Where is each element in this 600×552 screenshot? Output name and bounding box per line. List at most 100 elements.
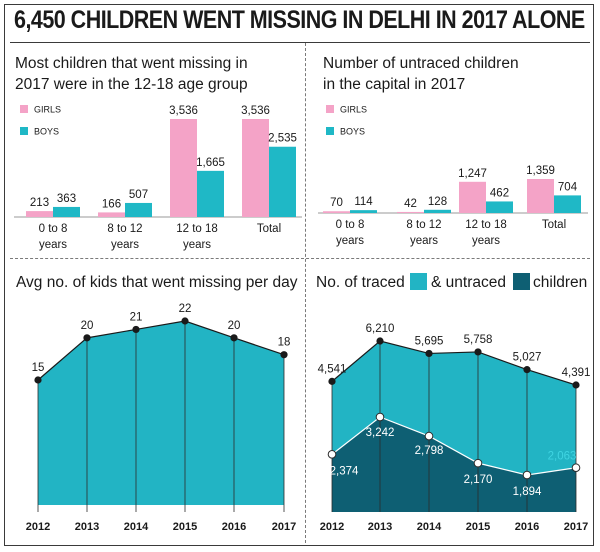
chart0-bar-boys — [269, 146, 296, 217]
chart0-legend-swatch — [20, 105, 28, 113]
chart2-data-label: 15 — [32, 362, 45, 374]
chart3-point-untraced — [327, 450, 337, 459]
chart1-title-line: Number of untraced children — [323, 55, 519, 72]
chart1-bar-girls — [527, 179, 554, 213]
panel-divider-horizontal — [10, 258, 590, 259]
chart0-data-label: 3,536 — [241, 105, 270, 117]
chart1-category-label: years — [336, 235, 364, 247]
chart3-data-label-traced: 5,027 — [513, 352, 542, 364]
chart1-bar-girls — [397, 211, 424, 213]
chart3-line-traced — [331, 340, 577, 386]
chart1-bar-boys — [486, 201, 513, 213]
chart1-category-label: years — [410, 235, 438, 247]
chart2-data-label: 22 — [179, 303, 192, 315]
chart3-year-tick: 2015 — [466, 521, 490, 533]
chart3-title-part: No. of traced — [316, 274, 405, 291]
chart0-title-line: 2017 were in the 12-18 age group — [15, 76, 248, 93]
chart3-data-label-untraced: 1,894 — [513, 486, 542, 498]
chart0-bar-boys — [197, 170, 224, 217]
chart2-year-tick: 2016 — [222, 521, 246, 533]
chart3-year-tick: 2014 — [417, 521, 442, 533]
chart2-point — [230, 334, 238, 342]
chart0-legend-swatch — [20, 127, 28, 135]
chart1-category-label: 12 to 18 — [465, 219, 507, 231]
chart2-point — [83, 334, 91, 342]
chart0-category-label: 12 to 18 — [176, 223, 218, 235]
chart0-category-label: years — [183, 239, 211, 251]
chart3-legend-swatch-untraced — [513, 273, 530, 290]
chart2-area — [38, 321, 284, 505]
chart1-bar-girls — [459, 181, 486, 213]
chart2-year-tick: 2013 — [75, 521, 99, 533]
chart1-category-label: years — [472, 235, 500, 247]
chart3-point-untraced — [424, 431, 434, 441]
chart2-year-tick: 2015 — [173, 521, 197, 533]
chart2-point — [34, 376, 42, 384]
chart3-title-part: children — [533, 274, 587, 291]
chart1-data-label: 42 — [404, 198, 417, 210]
chart3-point-untraced — [473, 458, 483, 468]
chart0-legend-label: GIRLS — [34, 105, 61, 115]
chart0-category-label: Total — [257, 223, 281, 235]
chart3-point-traced — [572, 381, 580, 389]
chart1-bar-boys — [424, 209, 451, 213]
chart3-point-untraced — [375, 412, 385, 422]
chart1-category-label: 8 to 12 — [406, 219, 441, 231]
headline: 6,450 CHILDREN WENT MISSING IN DELHI IN … — [14, 6, 585, 34]
chart0-title-line: Most children that went missing in — [15, 55, 248, 72]
chart0-data-label: 2,535 — [268, 133, 297, 145]
chart0-bar-girls — [242, 119, 269, 217]
chart0-data-label: 213 — [30, 197, 49, 209]
chart3-legend-swatch-traced — [410, 273, 427, 290]
chart1-data-label: 462 — [490, 187, 509, 199]
chart0-data-label: 1,665 — [196, 157, 225, 169]
chart1-data-label: 128 — [428, 196, 447, 208]
chart2-year-tick: 2012 — [26, 521, 50, 533]
chart0-category-label: years — [111, 239, 139, 251]
chart1-bar-boys — [350, 210, 377, 213]
chart1-category-label: 0 to 8 — [336, 219, 365, 231]
chart2-point — [132, 325, 140, 334]
chart3-point-traced — [328, 377, 336, 385]
chart3-year-tick: 2017 — [564, 521, 588, 533]
chart0-bar-girls — [26, 211, 53, 217]
chart3-data-label-untraced: 2,063 — [548, 451, 577, 463]
chart1-legend-label: GIRLS — [340, 105, 367, 115]
chart0-data-label: 507 — [129, 189, 148, 201]
chart3-point-untraced — [571, 463, 581, 473]
chart1-data-label: 1,247 — [458, 168, 487, 180]
chart1-data-label: 704 — [558, 181, 578, 193]
chart2-line — [37, 320, 285, 381]
panel-divider-vertical — [305, 43, 306, 543]
chart0-category-label: 0 to 8 — [39, 223, 68, 235]
chart0-data-label: 166 — [102, 198, 121, 210]
chart2-year-tick: 2017 — [272, 521, 296, 533]
chart3-data-label-untraced: 3,242 — [366, 427, 395, 439]
chart1-legend-label: BOYS — [340, 127, 365, 137]
chart0-bar-girls — [170, 119, 197, 217]
chart3-point-traced — [425, 349, 433, 358]
chart3-data-label-untraced: 2,374 — [330, 465, 359, 477]
chart1-category-label: Total — [542, 219, 566, 231]
chart2-year-tick: 2014 — [124, 521, 149, 533]
chart3-point-traced — [376, 337, 384, 345]
chart3-title-part: & untraced — [431, 274, 506, 291]
chart1-data-label: 70 — [330, 197, 343, 209]
chart1-bar-boys — [554, 195, 581, 213]
chart3-point-traced — [523, 366, 531, 374]
chart3-point-untraced — [522, 470, 532, 480]
chart3-data-label-untraced: 2,170 — [464, 474, 493, 486]
chart0-category-label: years — [39, 239, 67, 251]
chart3-data-label-traced: 5,758 — [464, 334, 493, 346]
chart1-data-label: 114 — [354, 196, 373, 208]
chart1-bar-girls — [323, 211, 350, 213]
chart2-point — [181, 317, 189, 325]
chart3-year-tick: 2013 — [368, 521, 392, 533]
chart0-bar-boys — [125, 202, 152, 217]
chart1-title-line: in the capital in 2017 — [323, 76, 465, 93]
chart2-data-label: 20 — [228, 320, 241, 332]
chart3-area-untraced — [332, 417, 576, 512]
chart3-year-tick: 2016 — [515, 521, 539, 533]
chart1-data-label: 1,359 — [526, 165, 555, 177]
